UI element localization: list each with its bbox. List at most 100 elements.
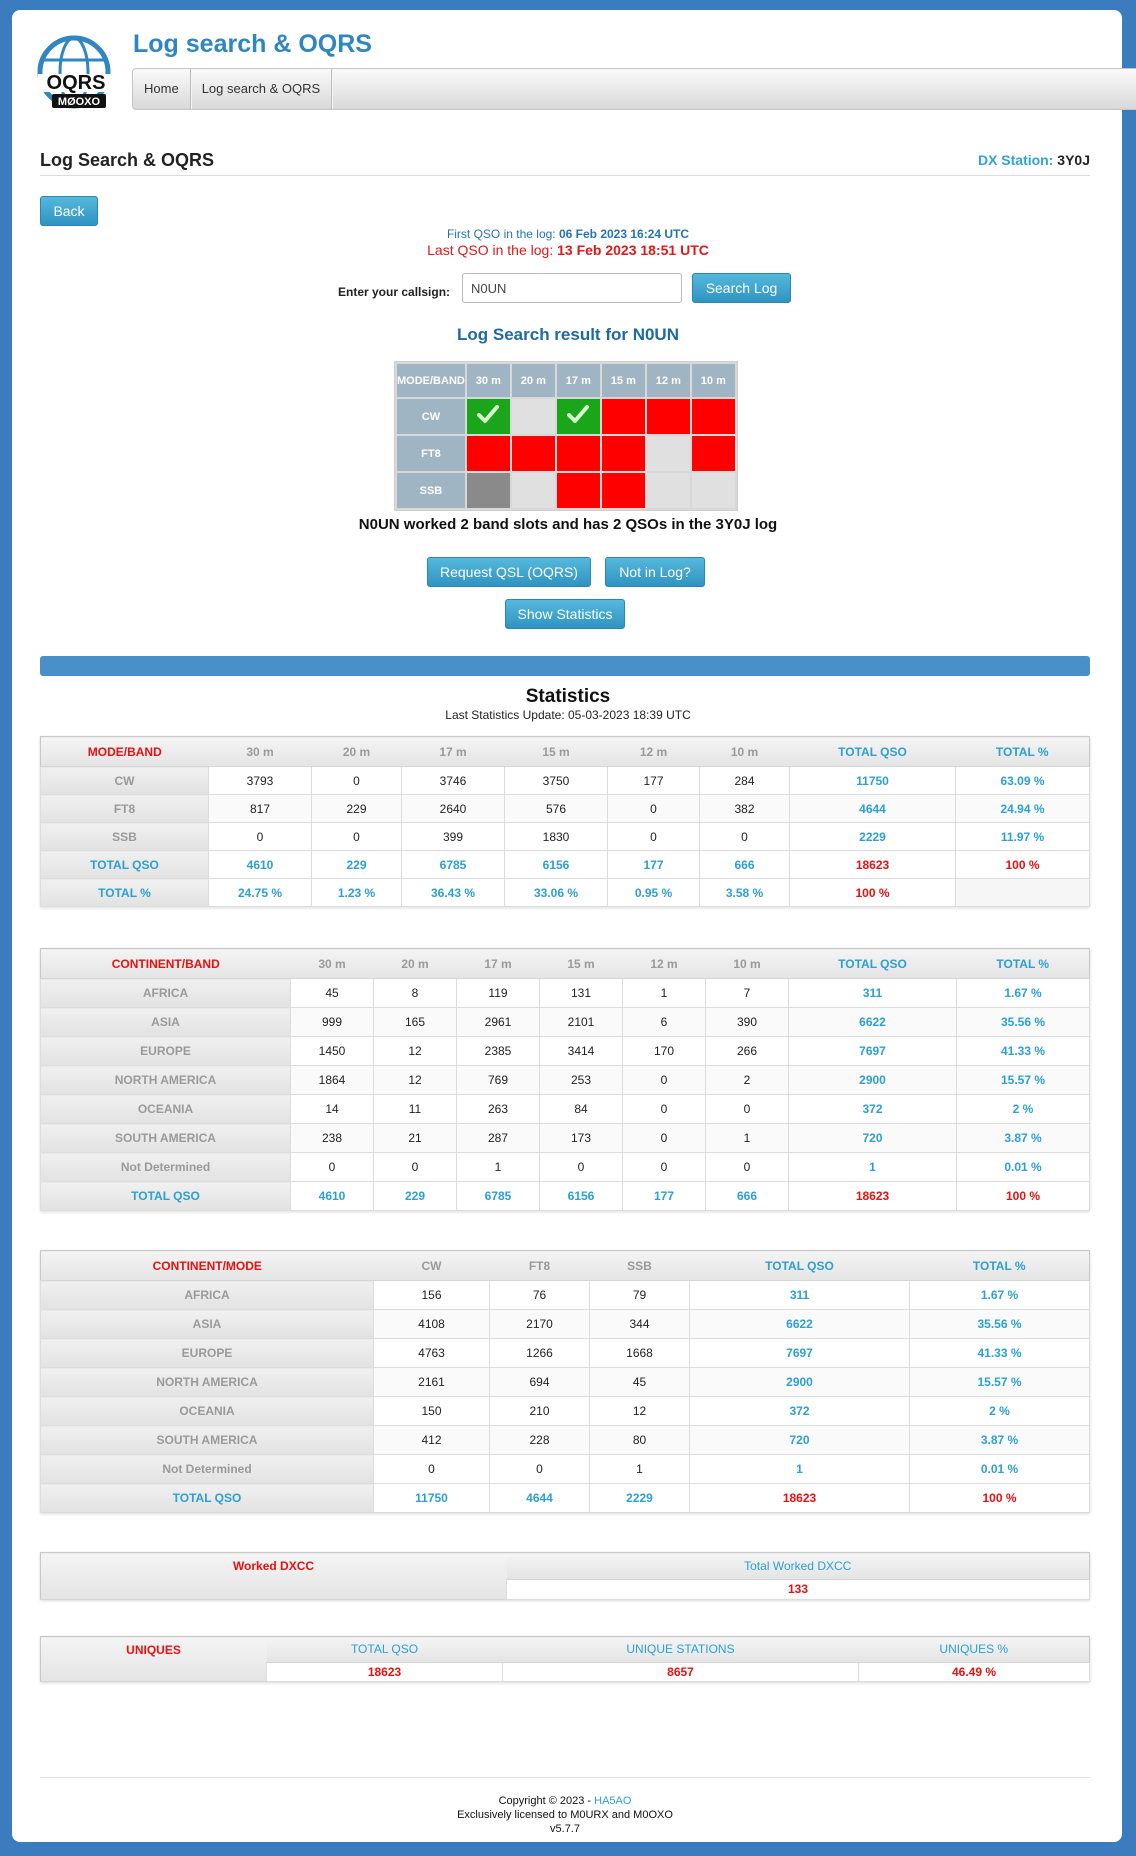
continent-mode-row-pct: 41.33 % [909, 1338, 1090, 1368]
continent-mode-row-total: 372 [689, 1396, 910, 1426]
continent-mode-cell: 156 [373, 1280, 490, 1310]
continent-mode-row-pct: 0.01 % [909, 1454, 1090, 1484]
continent-mode-row-total: 311 [689, 1280, 910, 1310]
mode-band-row-pct: 24.94 % [955, 794, 1090, 823]
continent-mode-row-total: 720 [689, 1425, 910, 1455]
mode-band-row-total: 11750 [789, 766, 956, 795]
continent-band-row-total: 2900 [788, 1065, 957, 1095]
continent-mode-total-cell: 11750 [373, 1483, 490, 1513]
continent-band-cell: 287 [456, 1123, 540, 1153]
mode-band-header: TOTAL QSO [789, 736, 956, 767]
continent-mode-header: CW [373, 1250, 490, 1281]
mode-band-cell: 0 [607, 794, 700, 823]
statistics-title: Statistics [525, 686, 611, 707]
continent-band-cell: 170 [622, 1036, 706, 1066]
continent-band-cell: 2 [705, 1065, 789, 1095]
continent-band-cell: 0 [622, 1094, 706, 1124]
back-button[interactable]: Back [40, 196, 98, 226]
last-qso-info: Last QSO in the log: 13 Feb 2023 18:51 U… [0, 242, 1136, 258]
continent-band-row: NORTH AMERICA 1864 12 769 253 0 2 2900 15.57 % [40, 1065, 1090, 1095]
mode-band-total-cell: 4610 [208, 850, 312, 879]
mode-band-cell: 817 [208, 794, 312, 823]
continent-band-header: 10 m [705, 948, 789, 979]
navbar: Home Log search & OQRS [132, 68, 1136, 110]
continent-mode-cell: 1668 [589, 1338, 690, 1368]
continent-band-cell: 2385 [456, 1036, 540, 1066]
continent-band-cell: 14 [290, 1094, 374, 1124]
uniques-header-pct: UNIQUES % [858, 1636, 1090, 1663]
continent-band-row-pct: 3.87 % [956, 1123, 1090, 1153]
continent-band-row: EUROPE 1450 12 2385 3414 170 266 7697 41.33 % [40, 1036, 1090, 1066]
mode-band-cell: 0 [208, 822, 312, 851]
continent-band-cell: 0 [622, 1123, 706, 1153]
total-worked-dxcc-value: 133 [506, 1578, 1090, 1601]
uniques-total-qso: 18623 [266, 1661, 503, 1683]
continent-mode-cell: 80 [589, 1425, 690, 1455]
continent-mode-row-label: ASIA [40, 1309, 374, 1339]
continent-band-header: TOTAL QSO [788, 948, 957, 979]
continent-mode-header: TOTAL % [909, 1250, 1090, 1281]
continent-mode-cell: 210 [489, 1396, 590, 1426]
continent-mode-row: ASIA 4108 2170 344 6622 35.56 % [40, 1309, 1090, 1339]
grid-corner: MODE/BAND [397, 364, 465, 397]
mode-band-header-row: MODE/BAND 30 m 20 m 17 m 15 m 12 m 10 m TOTAL Q… [40, 736, 1090, 767]
result-grid: MODE/BAND 30 m 20 m 17 m 15 m 12 m 10 m … [394, 361, 738, 511]
mode-band-total-label: TOTAL QSO [40, 850, 209, 879]
continent-band-row-label: EUROPE [40, 1036, 291, 1066]
continent-band-total-label: TOTAL QSO [40, 1181, 291, 1211]
footer-license: Exclusively licensed to M0URX and M0OXO [457, 1809, 673, 1821]
continent-band-cell: 1450 [290, 1036, 374, 1066]
continent-band-total-cell: 6156 [539, 1181, 623, 1211]
continent-mode-row: EUROPE 4763 1266 1668 7697 41.33 % [40, 1338, 1090, 1368]
continent-band-row-pct: 0.01 % [956, 1152, 1090, 1182]
nav-log-search[interactable]: Log search & OQRS [191, 69, 333, 109]
continent-mode-total-cell: 2229 [589, 1483, 690, 1513]
grid-cell-gray [646, 436, 690, 471]
continent-band-row-total: 7697 [788, 1036, 957, 1066]
site-title: Log search & OQRS [133, 30, 372, 58]
page-header: Log Search & OQRS DX Station: 3Y0J [40, 150, 1090, 176]
mode-band-row: SSB 0 0 399 1830 0 0 2229 11.97 % [40, 822, 1090, 851]
continent-mode-row-label: SOUTH AMERICA [40, 1425, 374, 1455]
section-divider-bar [40, 656, 1090, 676]
first-qso-info: First QSO in the log: 06 Feb 2023 16:24 … [0, 227, 1136, 241]
footer-author-link[interactable]: HA5AO [594, 1795, 632, 1807]
not-in-log-button[interactable]: Not in Log? [605, 557, 705, 587]
continent-band-header: CONTINENT/BAND [40, 948, 291, 979]
continent-mode-row-label: Not Determined [40, 1454, 374, 1484]
continent-mode-cell: 45 [589, 1367, 690, 1397]
grid-band-header: 15 m [601, 364, 645, 397]
continent-mode-row-total: 6622 [689, 1309, 910, 1339]
continent-mode-row: OCEANIA 150 210 12 372 2 % [40, 1396, 1090, 1426]
continent-band-row-total: 372 [788, 1094, 957, 1124]
callsign-input[interactable] [462, 273, 682, 303]
continent-mode-cell: 76 [489, 1280, 590, 1310]
continent-band-cell: 266 [705, 1036, 789, 1066]
continent-band-cell: 0 [705, 1094, 789, 1124]
grid-cell-green [556, 399, 600, 434]
continent-band-row-pct: 1.67 % [956, 978, 1090, 1008]
mode-band-header: 30 m [208, 736, 312, 767]
oqrs-logo[interactable]: OQRS MØOXO [34, 34, 130, 118]
continent-band-header: 30 m [290, 948, 374, 979]
request-qsl-button[interactable]: Request QSL (OQRS) [427, 557, 591, 587]
grid-band-header: 30 m [466, 364, 510, 397]
continent-band-row-total: 720 [788, 1123, 957, 1153]
grid-cell-red [556, 473, 600, 508]
mode-band-total-row: TOTAL QSO 4610 229 6785 6156 177 666 18623 100 % [40, 850, 1090, 879]
search-log-button[interactable]: Search Log [692, 273, 791, 303]
continent-band-row-pct: 41.33 % [956, 1036, 1090, 1066]
first-qso-label: First QSO in the log: [446, 227, 556, 241]
grid-cell-gray [511, 473, 555, 508]
continent-band-cell: 0 [290, 1152, 374, 1182]
continent-band-row-pct: 35.56 % [956, 1007, 1090, 1037]
grid-cell-gray [691, 473, 735, 508]
continent-mode-row-total: 1 [689, 1454, 910, 1484]
total-worked-dxcc-header: Total Worked DXCC [506, 1552, 1090, 1580]
show-statistics-button[interactable]: Show Statistics [505, 599, 625, 629]
nav-home[interactable]: Home [133, 69, 191, 109]
mode-band-row-total: 4644 [789, 794, 956, 823]
continent-mode-cell: 2161 [373, 1367, 490, 1397]
callsign-label: Enter your callsign: [338, 285, 451, 299]
mode-band-header: 15 m [504, 736, 608, 767]
